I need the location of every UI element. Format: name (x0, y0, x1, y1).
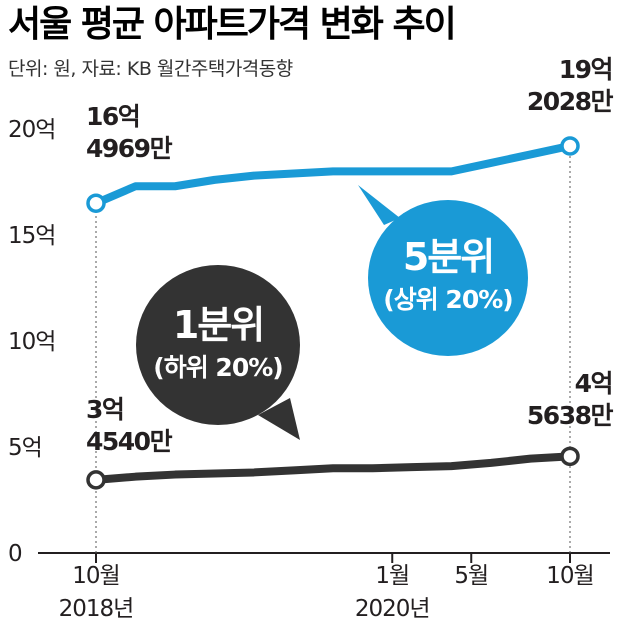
guide-lines (95, 145, 571, 553)
bubble-1-pointer (258, 398, 300, 440)
series-point-marker (560, 136, 580, 156)
y-tick-label: 20억 (8, 117, 55, 143)
start-value-label: 16억 (86, 102, 139, 131)
unit-note: 단위: 원, 자료: KB 월간주택가격동향 (8, 58, 293, 80)
series-markers (86, 136, 580, 490)
start-value-label: 3억 (86, 395, 123, 424)
start-value-label: 4540만 (86, 427, 173, 456)
x-tick-month: 10월 (72, 563, 119, 589)
y-tick-label: 0 (8, 541, 22, 567)
chart-title: 서울 평균 아파트가격 변화 추이 (8, 4, 455, 45)
bubble-5-circle (368, 200, 528, 356)
legend-bubble-5: 5분위 (상위 20%) (358, 185, 528, 356)
y-tick-label: 5억 (8, 435, 42, 461)
end-value-label: 19억 (559, 55, 612, 84)
bubble-5-sublabel: (상위 20%) (383, 285, 512, 314)
bubble-5-pointer (358, 185, 400, 225)
x-tick-year: 2020년 (355, 596, 430, 622)
bubble-1-sublabel: (하위 20%) (153, 353, 282, 382)
bubble-1-label: 1분위 (173, 303, 263, 347)
series-point-marker (86, 193, 106, 213)
y-tick-label: 10억 (8, 329, 55, 355)
bubble-5-label: 5분위 (403, 235, 493, 279)
series-point-marker (86, 470, 106, 490)
x-tick-month: 1월 (375, 563, 409, 589)
bubble-1-circle (136, 265, 300, 425)
x-tick-month: 10월 (546, 563, 593, 589)
y-tick-label: 15억 (8, 223, 55, 249)
axes: 0 5억 10억 15억 20억 10월 2018년 1월 2020년 5월 10월 (8, 117, 610, 622)
series-line-5 (92, 141, 574, 208)
x-tick-year: 2018년 (59, 596, 134, 622)
series-point-marker (560, 446, 580, 467)
end-value-label: 2028만 (527, 87, 614, 116)
start-value-label: 4969만 (86, 134, 173, 163)
end-value-label: 5638만 (527, 401, 614, 430)
x-tick-month: 5월 (454, 563, 488, 589)
series-line-1 (92, 452, 574, 484)
end-value-label: 4억 (575, 369, 612, 398)
value-labels: 16억 4969만 19억 2028만 3억 4540만 4억 5638만 (86, 55, 615, 456)
series-lines (92, 141, 574, 484)
legend-bubble-1: 1분위 (하위 20%) (136, 265, 300, 440)
